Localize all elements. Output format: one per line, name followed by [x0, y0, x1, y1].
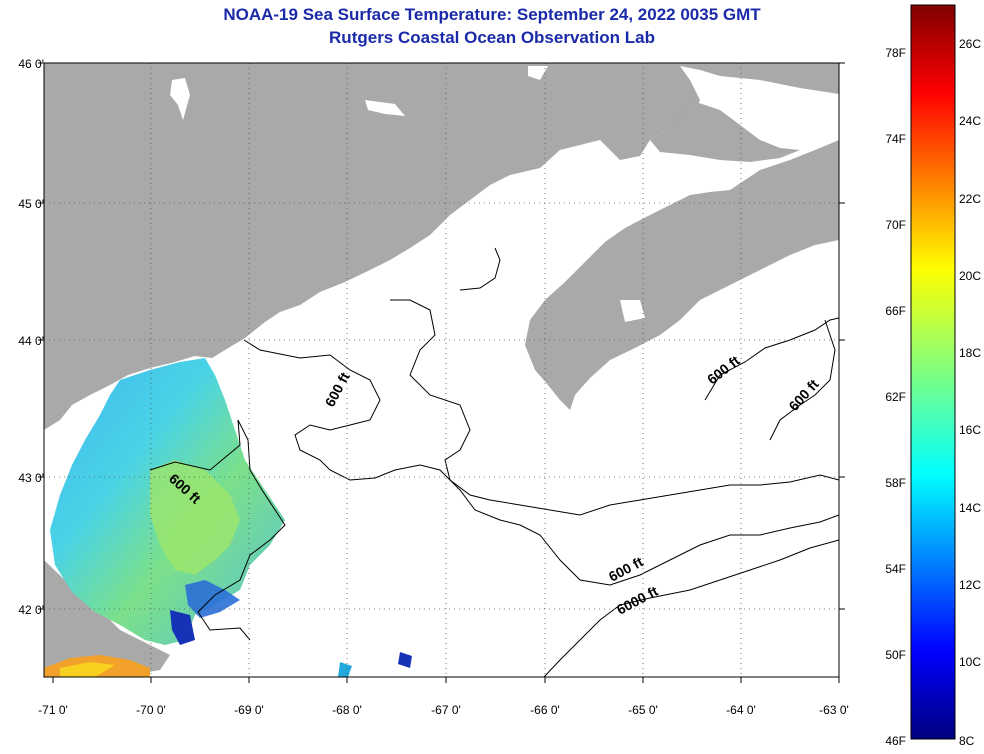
lon-label-64: -64 0' [726, 703, 756, 717]
map-border [43, 62, 840, 678]
colorbar-c-18: 18C [959, 346, 981, 360]
colorbar-c-24: 24C [959, 114, 981, 128]
title-line-1: NOAA-19 Sea Surface Temperature: Septemb… [223, 5, 761, 24]
colorbar-c-10: 10C [959, 655, 981, 669]
bathymetry-contours [149, 247, 839, 677]
colorbar-c-26: 26C [959, 37, 981, 51]
colorbar-f-58: 58F [885, 476, 906, 490]
lon-label-70: -70 0' [136, 703, 166, 717]
colorbar-f-50: 50F [885, 648, 906, 662]
lon-label-63: -63 0' [819, 703, 849, 717]
lon-label-68: -68 0' [332, 703, 362, 717]
lat-label-46: 46 0' [18, 57, 44, 71]
colorbar [910, 4, 956, 740]
lat-label-42: 42 0' [18, 603, 44, 617]
colorbar-f-62: 62F [885, 390, 906, 404]
lat-label-45: 45 0' [18, 197, 44, 211]
colorbar-f-46: 46F [885, 734, 906, 748]
lon-label-69: -69 0' [234, 703, 264, 717]
colorbar-c-14: 14C [959, 501, 981, 515]
lon-label-67: -67 0' [431, 703, 461, 717]
colorbar-c-22: 22C [959, 192, 981, 206]
lon-label-71: -71 0' [38, 703, 68, 717]
tick-marks [38, 62, 845, 683]
colorbar-c-8: 8C [959, 734, 975, 748]
lon-label-65: -65 0' [628, 703, 658, 717]
title-line-2: Rutgers Coastal Ocean Observation Lab [329, 28, 655, 47]
colorbar-c-12: 12C [959, 578, 981, 592]
colorbar-f-54: 54F [885, 562, 906, 576]
colorbar-f-70: 70F [885, 218, 906, 232]
southwest-land [44, 560, 170, 677]
nova-scotia-land [525, 140, 839, 410]
colorbar-c-20: 20C [959, 269, 981, 283]
colorbar-f-78: 78F [885, 46, 906, 60]
lat-label-43: 43 0' [18, 471, 44, 485]
new-brunswick-land [650, 100, 800, 162]
mainland-land [44, 63, 839, 430]
lon-label-66: -66 0' [530, 703, 560, 717]
lat-label-44: 44 0' [18, 334, 44, 348]
colorbar-f-66: 66F [885, 304, 906, 318]
colorbar-f-74: 74F [885, 132, 906, 146]
map-area: 600 ft 600 ft 600 ft 6000 ft 600 ft 600 … [44, 63, 839, 677]
colorbar-c-16: 16C [959, 423, 981, 437]
